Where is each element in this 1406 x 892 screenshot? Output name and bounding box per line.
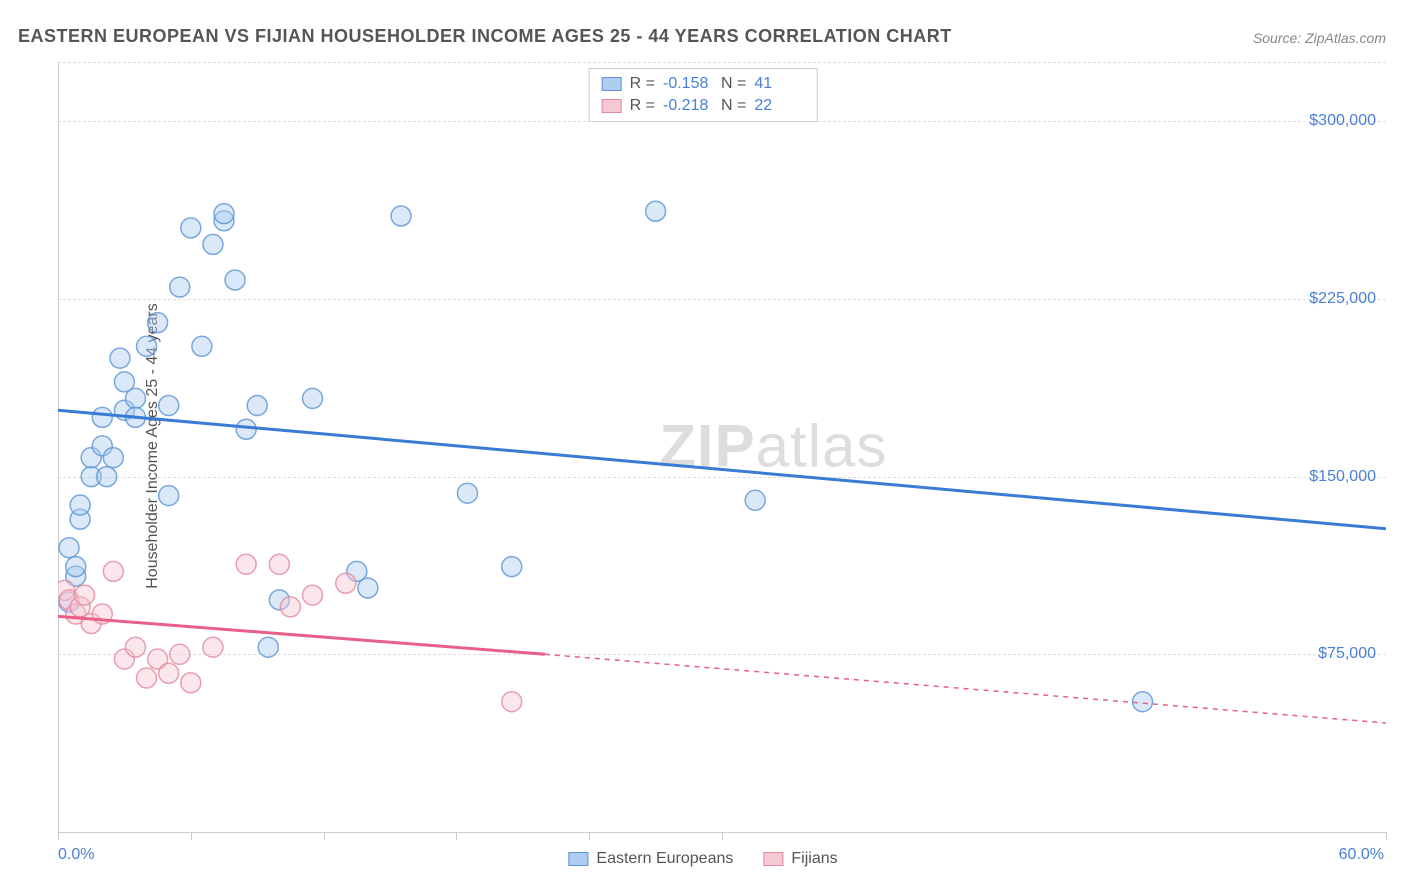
scatter-point (170, 277, 190, 297)
swatch-icon (602, 99, 622, 113)
source-attribution: Source: ZipAtlas.com (1253, 30, 1386, 46)
x-tick-label: 0.0% (58, 846, 94, 864)
r-value: -0.158 (663, 75, 713, 93)
scatter-point (502, 692, 522, 712)
scatter-point (170, 644, 190, 664)
scatter-point (159, 396, 179, 416)
chart-svg (58, 62, 1386, 832)
scatter-point (181, 673, 201, 693)
scatter-point (125, 388, 145, 408)
scatter-point (125, 637, 145, 657)
n-label: N = (721, 75, 746, 93)
x-tick (1386, 832, 1387, 840)
scatter-point (336, 573, 356, 593)
scatter-point (137, 668, 157, 688)
legend-item: Fijians (763, 850, 837, 868)
x-tick (589, 832, 590, 840)
r-label: R = (630, 75, 655, 93)
scatter-point (214, 204, 234, 224)
n-value: 22 (754, 97, 804, 115)
stats-row: R = -0.158 N = 41 (602, 75, 805, 93)
scatter-point (97, 467, 117, 487)
legend-label: Eastern Europeans (596, 850, 733, 868)
scatter-point (75, 585, 95, 605)
scatter-point (137, 336, 157, 356)
chart-container: EASTERN EUROPEAN VS FIJIAN HOUSEHOLDER I… (0, 0, 1406, 892)
scatter-point (247, 396, 267, 416)
n-value: 41 (754, 75, 804, 93)
scatter-point (280, 597, 300, 617)
scatter-point (358, 578, 378, 598)
swatch-icon (602, 77, 622, 91)
scatter-point (303, 388, 323, 408)
x-tick (191, 832, 192, 840)
scatter-point (225, 270, 245, 290)
x-tick (58, 832, 59, 840)
n-label: N = (721, 97, 746, 115)
x-tick (324, 832, 325, 840)
scatter-point (269, 554, 289, 574)
x-tick (456, 832, 457, 840)
scatter-point (1133, 692, 1153, 712)
r-value: -0.218 (663, 97, 713, 115)
scatter-point (59, 538, 79, 558)
scatter-point (192, 336, 212, 356)
stats-row: R = -0.218 N = 22 (602, 97, 805, 115)
scatter-point (502, 557, 522, 577)
chart-title: EASTERN EUROPEAN VS FIJIAN HOUSEHOLDER I… (18, 26, 952, 47)
series-legend: Eastern Europeans Fijians (568, 850, 837, 868)
x-tick-label: 60.0% (1339, 846, 1384, 864)
scatter-point (92, 407, 112, 427)
scatter-point (159, 663, 179, 683)
scatter-point (110, 348, 130, 368)
scatter-point (745, 490, 765, 510)
scatter-point (66, 557, 86, 577)
scatter-point (203, 234, 223, 254)
scatter-point (181, 218, 201, 238)
scatter-point (236, 554, 256, 574)
scatter-point (236, 419, 256, 439)
scatter-point (457, 483, 477, 503)
x-tick (722, 832, 723, 840)
scatter-point (646, 201, 666, 221)
scatter-point (103, 561, 123, 581)
scatter-point (159, 486, 179, 506)
legend-item: Eastern Europeans (568, 850, 733, 868)
scatter-point (258, 637, 278, 657)
r-label: R = (630, 97, 655, 115)
scatter-point (203, 637, 223, 657)
stats-legend: R = -0.158 N = 41 R = -0.218 N = 22 (589, 68, 818, 122)
scatter-point (103, 448, 123, 468)
scatter-point (148, 313, 168, 333)
swatch-icon (568, 852, 588, 866)
scatter-point (391, 206, 411, 226)
trendline-extrapolated (545, 654, 1386, 723)
legend-label: Fijians (791, 850, 837, 868)
swatch-icon (763, 852, 783, 866)
trendline (58, 410, 1386, 528)
scatter-point (70, 495, 90, 515)
scatter-point (303, 585, 323, 605)
